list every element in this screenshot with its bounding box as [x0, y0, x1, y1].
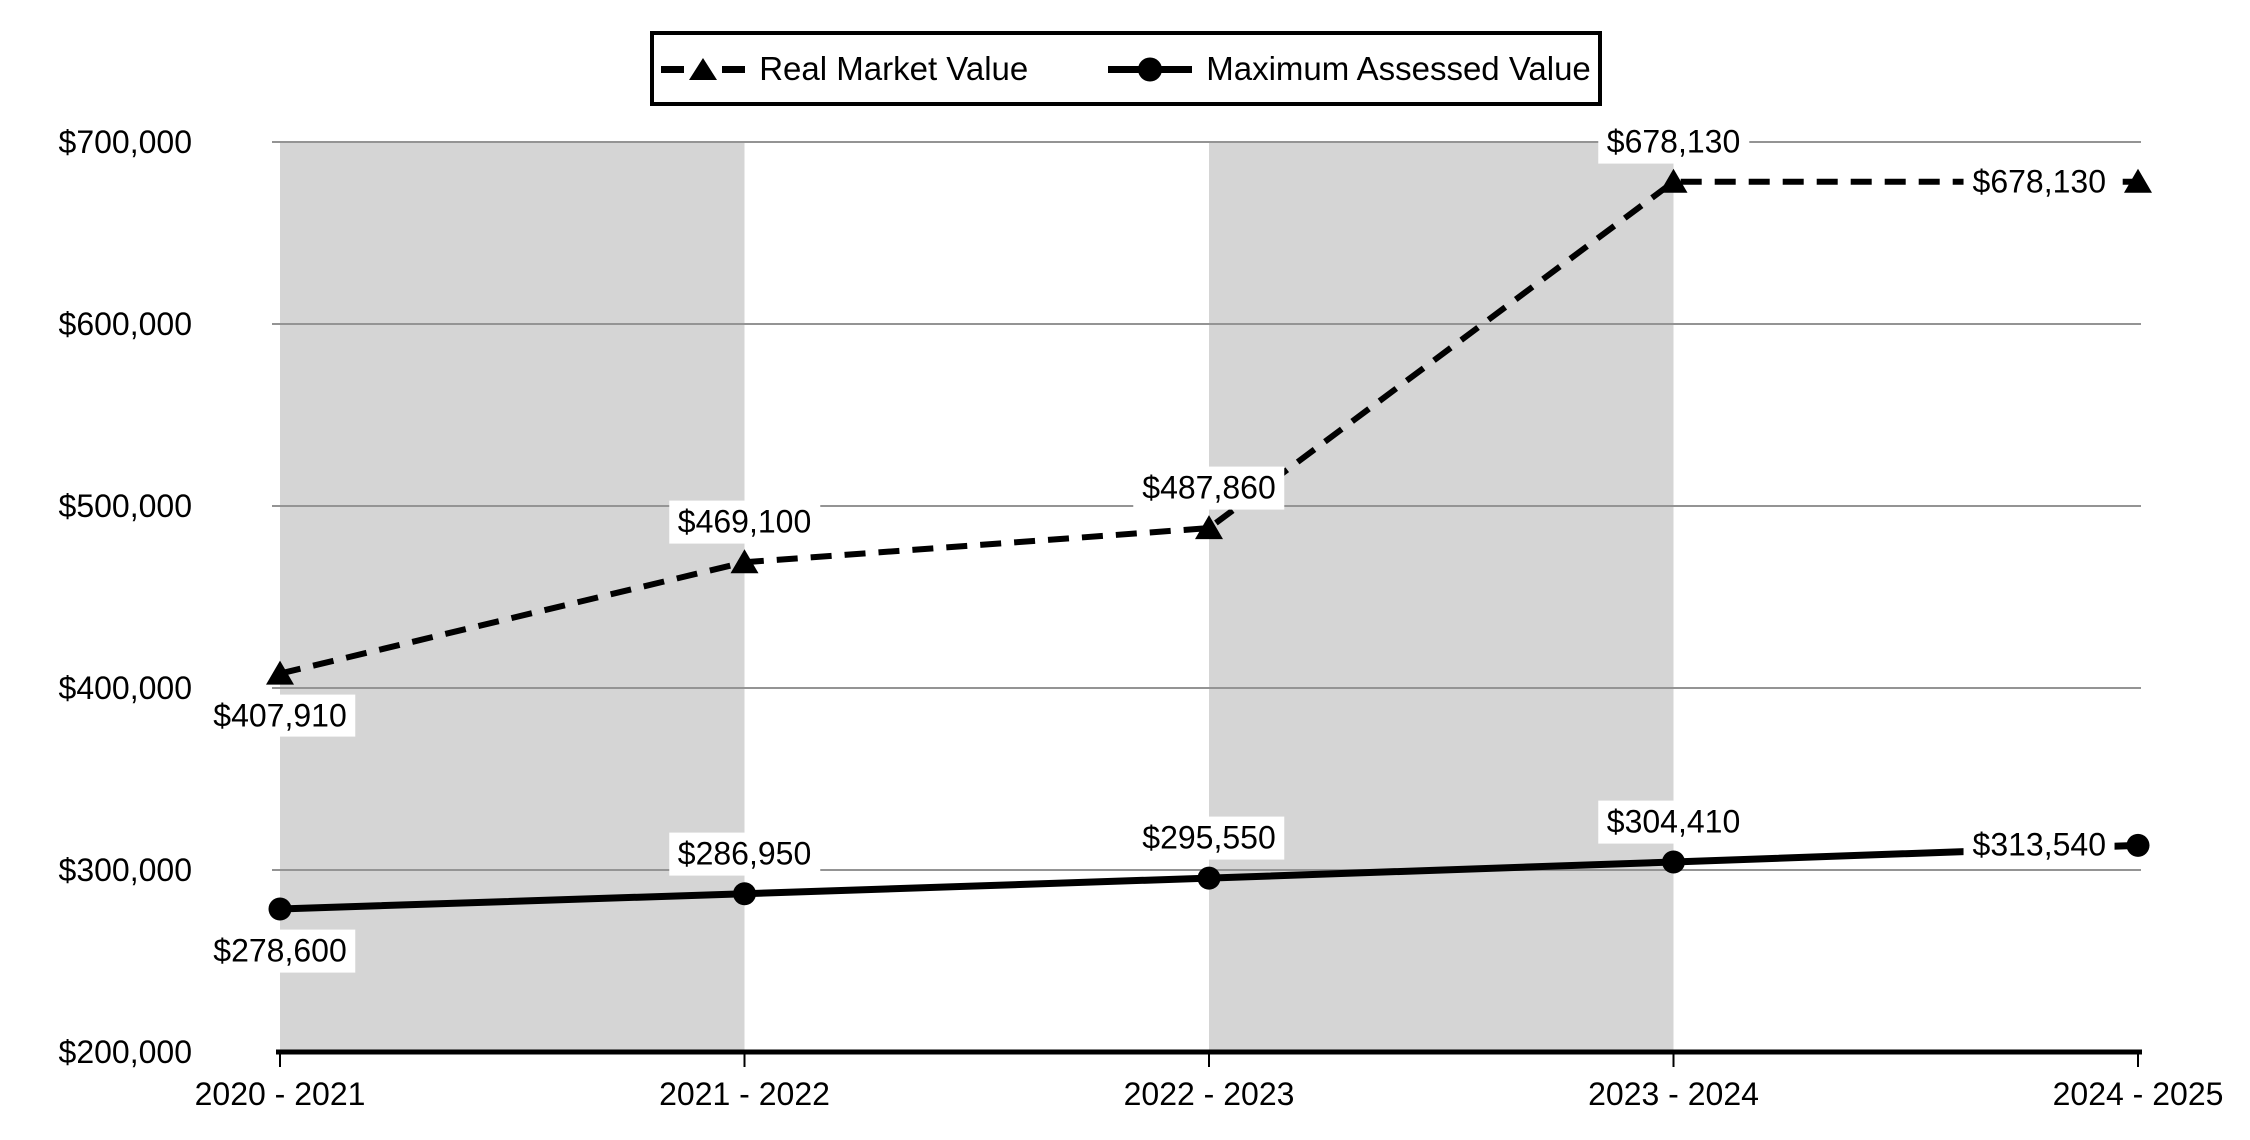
plot-band: [280, 142, 745, 1052]
y-tick-label: $200,000: [58, 1034, 192, 1070]
circle-marker: [733, 882, 756, 906]
circle-marker: [268, 897, 292, 921]
y-tick-label: $300,000: [58, 852, 192, 888]
y-tick-label: $500,000: [58, 488, 192, 524]
triangle-marker: [1659, 168, 1688, 193]
data-label: $313,540: [1963, 823, 2115, 867]
triangle-marker: [266, 660, 294, 685]
legend: Real Market Value Maximum Assessed Value: [650, 31, 1602, 106]
y-tick-label: $700,000: [58, 124, 192, 160]
triangle-marker: [730, 549, 759, 574]
series-line-real-market-value: [279, 178, 2138, 677]
legend-item-maximum-assessed-value: Maximum Assessed Value: [1108, 50, 1591, 88]
x-tick-label: 2021 - 2022: [659, 1076, 830, 1112]
data-label: $678,130: [1963, 160, 2115, 204]
data-label: $278,600: [204, 929, 356, 973]
data-label: $304,410: [1597, 800, 1750, 844]
triangle-marker: [1195, 515, 1223, 540]
circle-marker: [1662, 850, 1685, 874]
data-label: $487,860: [1133, 466, 1285, 510]
data-label: $407,910: [204, 694, 356, 737]
legend-label-real-market-value: Real Market Value: [759, 49, 1029, 87]
x-tick-label: 2023 - 2024: [1588, 1076, 1759, 1112]
data-label: $469,100: [668, 500, 821, 544]
legend-label-maximum-assessed-value: Maximum Assessed Value: [1206, 49, 1591, 87]
data-label: $295,550: [1133, 816, 1285, 860]
triangle-marker: [2124, 168, 2152, 193]
x-tick-label: 2022 - 2023: [1123, 1076, 1295, 1112]
data-label: $286,950: [668, 832, 821, 876]
plot-band: [1209, 142, 1674, 1052]
y-tick-label: $400,000: [58, 670, 192, 706]
circle-marker: [2126, 833, 2150, 857]
x-tick-label: 2020 - 2021: [194, 1076, 366, 1112]
data-label: $678,130: [1597, 120, 1750, 164]
legend-item-real-market-value: Real Market Value: [661, 50, 1028, 88]
solid-line-circle-marker-icon: [1108, 57, 1193, 81]
circle-marker: [1197, 866, 1221, 890]
dashed-line-triangle-marker-icon: [661, 57, 746, 80]
x-tick-label: 2024 - 2025: [2052, 1076, 2224, 1112]
y-tick-label: $600,000: [58, 306, 192, 342]
